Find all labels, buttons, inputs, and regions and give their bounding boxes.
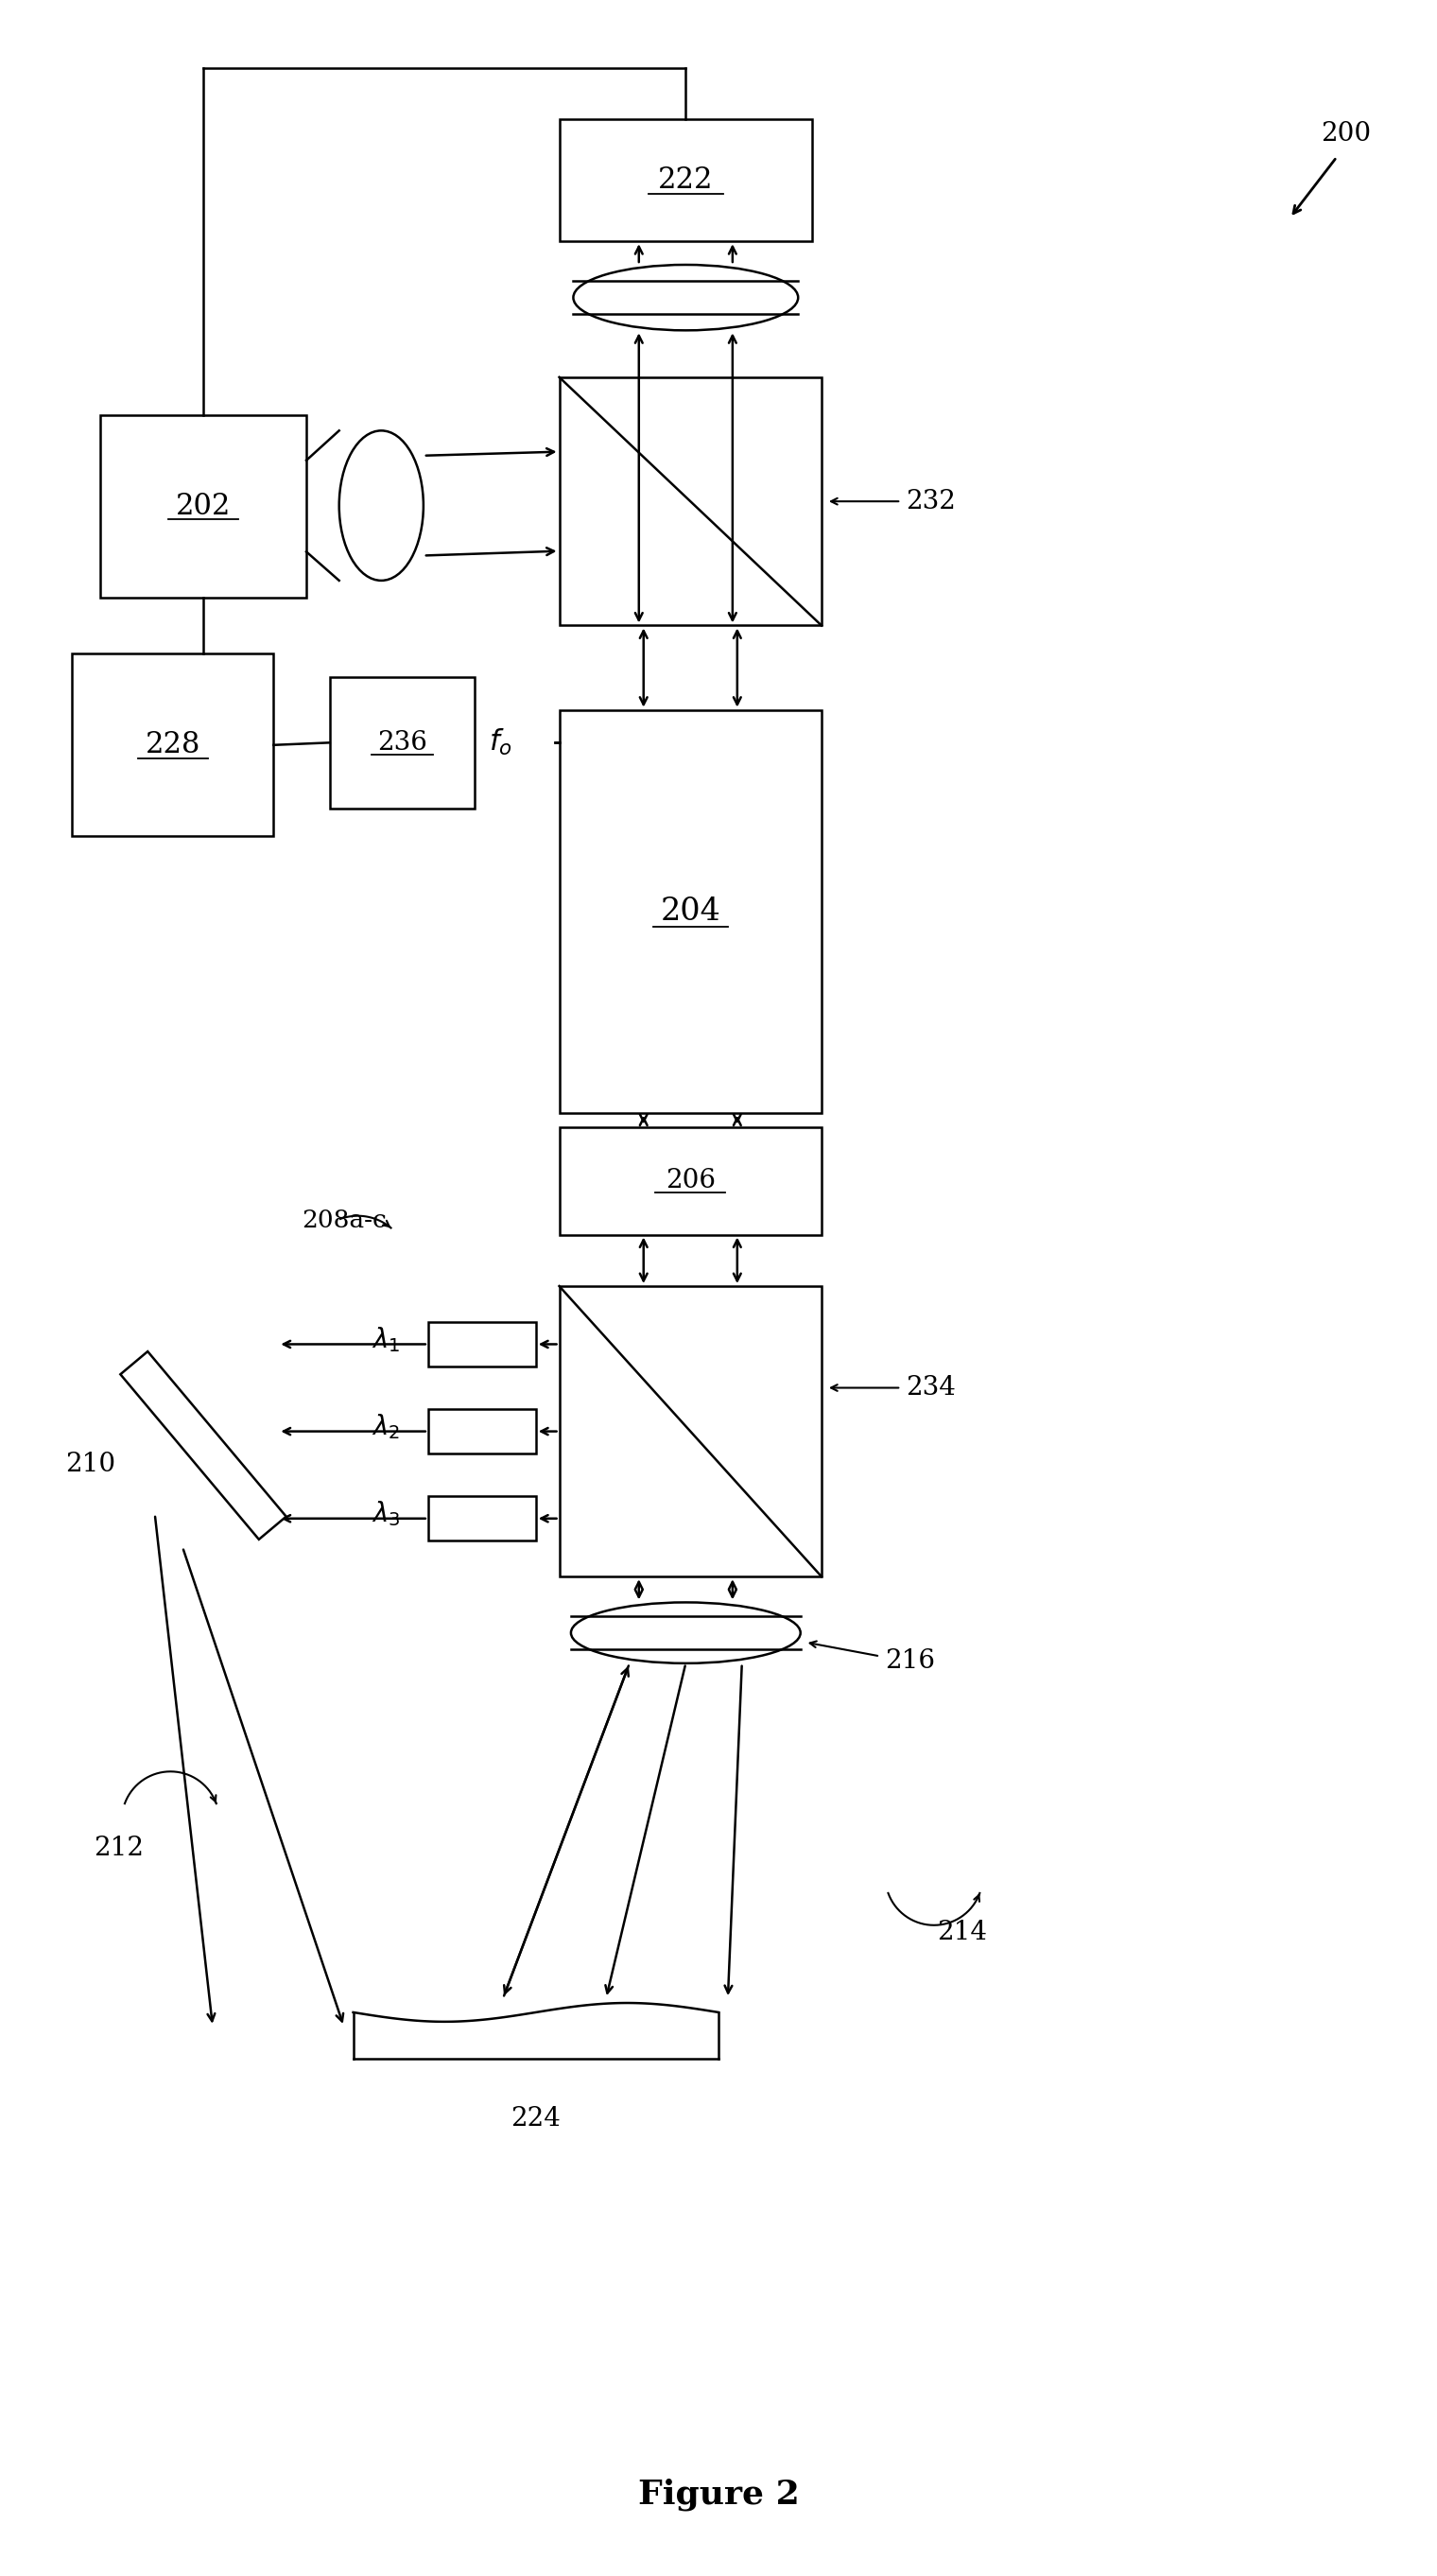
Text: 202: 202 xyxy=(175,492,231,520)
Bar xyxy=(559,1126,822,1234)
Text: 214: 214 xyxy=(937,1919,987,1945)
Text: 208a-c: 208a-c xyxy=(302,1208,387,1231)
Text: 216: 216 xyxy=(885,1649,935,1674)
Bar xyxy=(559,1285,822,1577)
Ellipse shape xyxy=(573,265,798,330)
Text: 234: 234 xyxy=(905,1376,956,1401)
Text: 206: 206 xyxy=(665,1167,716,1193)
Text: 212: 212 xyxy=(93,1837,144,1860)
Text: $f_o$: $f_o$ xyxy=(489,726,513,757)
Bar xyxy=(72,654,273,837)
Text: 200: 200 xyxy=(1321,121,1371,147)
Bar xyxy=(559,711,822,1113)
Text: 236: 236 xyxy=(378,729,427,755)
Text: $\lambda_2$: $\lambda_2$ xyxy=(372,1412,399,1440)
Text: $\lambda_3$: $\lambda_3$ xyxy=(371,1499,399,1528)
Bar xyxy=(101,415,306,598)
Ellipse shape xyxy=(339,430,424,580)
Text: 204: 204 xyxy=(660,896,720,927)
Bar xyxy=(329,677,476,809)
Text: 224: 224 xyxy=(510,2107,560,2130)
Text: 222: 222 xyxy=(658,165,713,196)
Text: 232: 232 xyxy=(905,489,956,515)
Ellipse shape xyxy=(570,1602,800,1664)
Bar xyxy=(559,118,812,242)
Bar xyxy=(428,1321,536,1365)
Bar xyxy=(559,376,822,626)
Bar xyxy=(428,1409,536,1453)
Bar xyxy=(428,1497,536,1540)
Text: 228: 228 xyxy=(145,732,200,760)
Text: 210: 210 xyxy=(66,1450,116,1476)
Polygon shape xyxy=(121,1352,286,1540)
Text: Figure 2: Figure 2 xyxy=(638,2478,799,2512)
Text: $\lambda_1$: $\lambda_1$ xyxy=(371,1324,399,1355)
